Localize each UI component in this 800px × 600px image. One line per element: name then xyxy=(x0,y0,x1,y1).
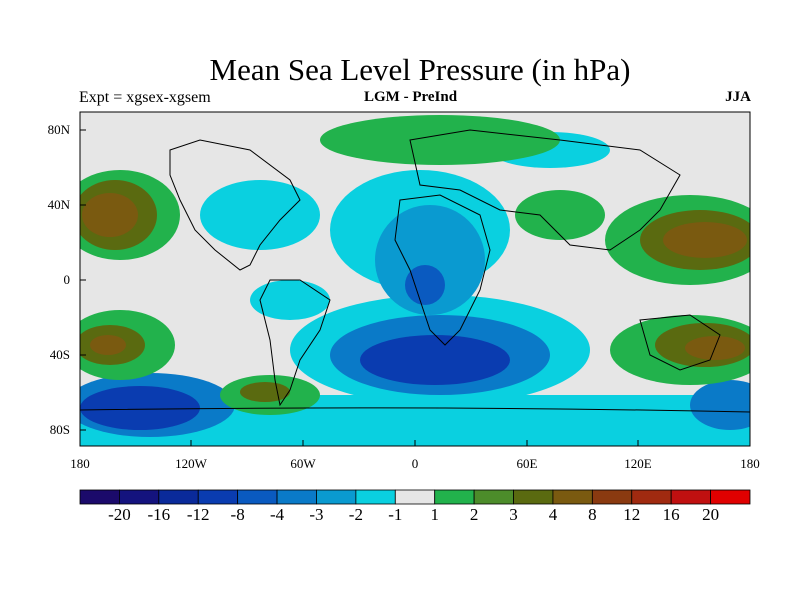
colorbar-swatch xyxy=(552,489,593,505)
colorbar-swatch xyxy=(710,489,751,505)
experiment-label: Expt = xgsex-xgsem xyxy=(79,89,211,106)
lon-label-120e: 120E xyxy=(624,456,652,471)
coastlines xyxy=(80,129,750,413)
colorbar-swatch xyxy=(394,489,436,505)
colorbar-label: 2 xyxy=(469,505,479,524)
colorbar-swatch xyxy=(631,489,672,505)
colorbar-label: 20 xyxy=(702,505,720,524)
colorbar-swatch xyxy=(316,489,357,505)
colorbar-label: 3 xyxy=(509,505,518,524)
colorbar xyxy=(79,489,751,505)
colorbar-label: 1 xyxy=(430,505,439,524)
pressure-field xyxy=(80,112,750,446)
colorbar-swatch xyxy=(513,489,554,505)
colorbar-label: -3 xyxy=(309,505,324,524)
colorbar-swatch xyxy=(158,489,199,505)
colorbar-swatch xyxy=(197,489,239,505)
lon-label-120w: 120W xyxy=(175,456,207,471)
lon-label-0: 0 xyxy=(411,456,419,471)
colorbar-swatch xyxy=(79,489,120,505)
season-label: JJA xyxy=(725,89,751,105)
colorbar-label: -1 xyxy=(388,505,403,524)
lat-label-80n: 80N xyxy=(47,122,70,137)
colorbar-swatch xyxy=(355,489,396,505)
colorbar-label: 16 xyxy=(662,505,680,524)
comparison-label: LGM - PreInd xyxy=(364,89,458,105)
colorbar-label: 8 xyxy=(588,505,597,524)
lon-label-180e: 180 xyxy=(740,456,760,471)
colorbar-label: -2 xyxy=(348,505,363,524)
lat-label-80s: 80S xyxy=(49,422,70,437)
lon-label-180w: 180 xyxy=(70,456,90,471)
lat-label-0: 0 xyxy=(63,272,71,287)
colorbar-swatch xyxy=(591,489,633,505)
lon-label-60e: 60E xyxy=(516,456,538,471)
lat-label-40s: 40S xyxy=(49,347,70,362)
colorbar-label: 4 xyxy=(548,505,558,524)
colorbar-label: -4 xyxy=(269,505,285,524)
lat-label-40n: 40N xyxy=(47,197,70,212)
colorbar-label: -12 xyxy=(186,505,210,524)
map-title: Mean Sea Level Pressure (in hPa) xyxy=(209,52,631,87)
colorbar-swatch xyxy=(434,489,475,505)
colorbar-label: -8 xyxy=(230,505,245,524)
colorbar-swatch xyxy=(473,489,514,505)
axis-ticks xyxy=(80,129,639,446)
colorbar-label: 12 xyxy=(623,505,641,524)
colorbar-swatch xyxy=(276,489,317,505)
colorbar-label: -20 xyxy=(108,505,131,524)
colorbar-swatch xyxy=(119,489,160,505)
lon-label-60w: 60W xyxy=(290,456,316,471)
colorbar-swatch xyxy=(670,489,711,505)
colorbar-label: -16 xyxy=(147,505,171,524)
colorbar-swatch xyxy=(237,489,278,505)
